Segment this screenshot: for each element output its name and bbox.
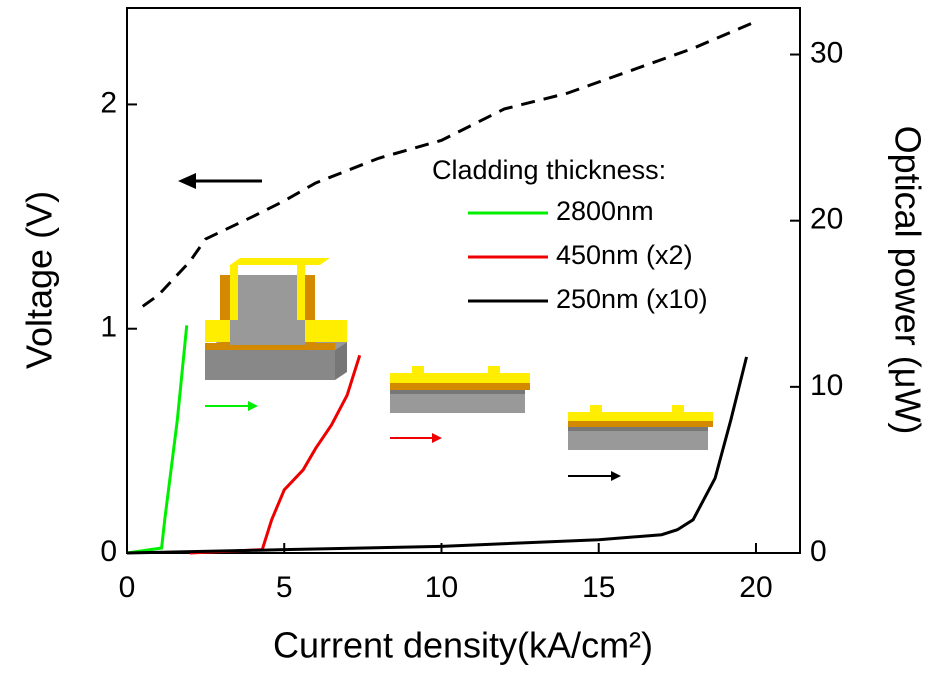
x-tick-label: 5 [276, 571, 293, 604]
y2-tick-label: 30 [810, 36, 843, 69]
y2-tick-label: 10 [810, 369, 843, 402]
x-tick-label: 0 [119, 571, 136, 604]
plot-frame [126, 7, 801, 554]
legend-title: Cladding thickness: [432, 155, 666, 185]
y2-axis-title: Optical power (μW) [887, 126, 928, 435]
x-axis-title: Current density(kA/cm²) [273, 625, 653, 666]
y-tick-label: 2 [100, 86, 117, 119]
x-tick-label: 15 [582, 571, 615, 604]
y-tick-label: 1 [100, 311, 117, 344]
device-inset [390, 366, 530, 443]
data-line [141, 20, 757, 308]
y2-tick-label: 0 [810, 535, 827, 568]
axis-arrow-head [178, 173, 196, 189]
x-tick-label: 10 [425, 571, 458, 604]
y2-tick-label: 20 [810, 203, 843, 236]
data-line [126, 325, 189, 555]
y-tick-label: 0 [100, 535, 117, 568]
device-inset [205, 258, 347, 411]
data-line [189, 354, 362, 555]
legend-label: 2800nm [556, 196, 654, 226]
device-inset [568, 405, 713, 481]
x-tick-label: 20 [739, 571, 772, 604]
legend-label: 250nm (x10) [556, 284, 708, 314]
data-line [126, 356, 748, 555]
y-axis-title: Voltage (V) [19, 191, 60, 369]
legend-label: 450nm (x2) [556, 240, 693, 270]
